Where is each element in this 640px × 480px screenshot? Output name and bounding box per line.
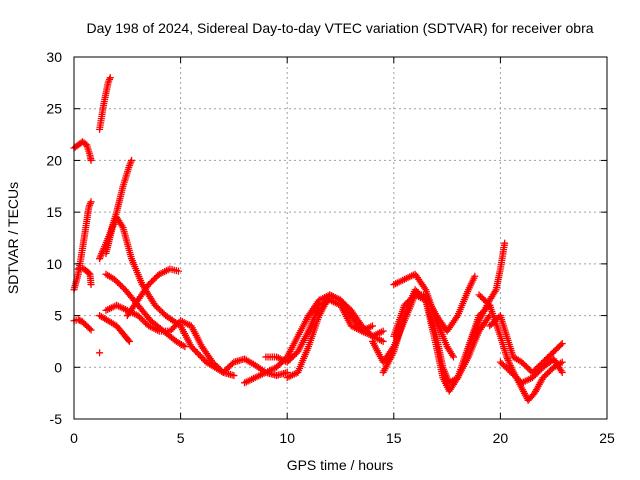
data-point-marker [87,198,95,206]
series-prn-g [96,312,133,345]
data-point-marker [558,368,566,376]
series-prn-l [96,349,104,357]
y-axis-title: SDTVAR / TECUs [5,182,21,294]
data-point-marker [85,269,93,277]
plot-frame [73,56,608,420]
series-prn-w [486,312,566,376]
data-point-marker [96,349,104,357]
data-point-marker [557,367,565,375]
series-prn-o [262,296,376,366]
series-prn-a [70,316,95,334]
data-point-marker [557,341,565,349]
data-point-marker [86,325,94,333]
data-point-marker [558,339,566,347]
series-prn-k [123,265,182,320]
series-prn-h [102,213,238,380]
data-point-marker [106,74,114,82]
data-point-marker [190,346,198,354]
y-tick-label: 5 [54,308,62,324]
x-tick-label: 20 [493,430,509,446]
chart-title: Day 198 of 2024, Sidereal Day-to-day VTE… [86,20,593,36]
y-tick-label: -5 [50,411,63,427]
y-tick-label: 20 [46,152,62,168]
tick-layer: 0 5 10 15 20 25 -5 0 5 10 15 20 25 30 [46,49,615,446]
data-point-marker [368,322,376,330]
data-point-marker [125,337,133,345]
data-point-marker [189,344,197,352]
data-point-marker [87,326,95,334]
data-point-marker [187,343,195,351]
data-point-marker [379,327,387,335]
data-point-marker [124,336,132,344]
data-point-marker [484,300,492,308]
data-point-marker [453,375,461,383]
data-layer [70,74,566,404]
data-point-marker [192,347,200,355]
data-point-marker [87,156,95,164]
data-point-marker [87,281,95,289]
y-tick-label: 10 [46,256,62,272]
data-point-marker [410,292,418,300]
series-prn-e [96,74,114,133]
x-tick-label: 0 [70,430,78,446]
y-tick-label: 30 [46,49,62,65]
data-point-marker [128,156,136,164]
grid-layer [74,57,607,419]
data-point-marker [86,200,94,208]
data-point-marker [379,337,387,345]
series-prn-j [102,301,227,376]
series-prn-t [390,270,457,361]
series-prn-x [496,355,566,387]
data-point-marker [196,352,204,360]
y-tick-label: 0 [54,359,62,375]
series-prn-b [70,198,95,294]
series-prn-p [283,291,387,382]
data-point-marker [105,77,113,85]
data-point-marker [181,343,189,351]
series-prn-d [74,264,95,289]
x-tick-label: 25 [599,430,615,446]
data-point-marker [230,372,238,380]
series-prn-u [464,239,509,351]
x-tick-label: 10 [279,430,295,446]
y-tick-label: 15 [46,204,62,220]
x-tick-label: 15 [386,430,402,446]
y-tick-label: 25 [46,101,62,117]
data-point-marker [558,358,566,366]
data-point-marker [501,239,509,247]
data-point-marker [471,272,479,280]
series-prn-v [475,291,566,404]
data-point-marker [198,353,206,361]
x-tick-label: 5 [177,430,185,446]
series-prn-i [102,270,189,351]
data-point-marker [86,201,94,209]
data-point-marker [199,355,207,363]
data-point-marker [195,350,203,358]
data-point-marker [193,349,201,357]
data-point-marker [449,353,457,361]
x-axis-title: GPS time / hours [287,457,394,473]
data-point-marker [174,267,182,275]
